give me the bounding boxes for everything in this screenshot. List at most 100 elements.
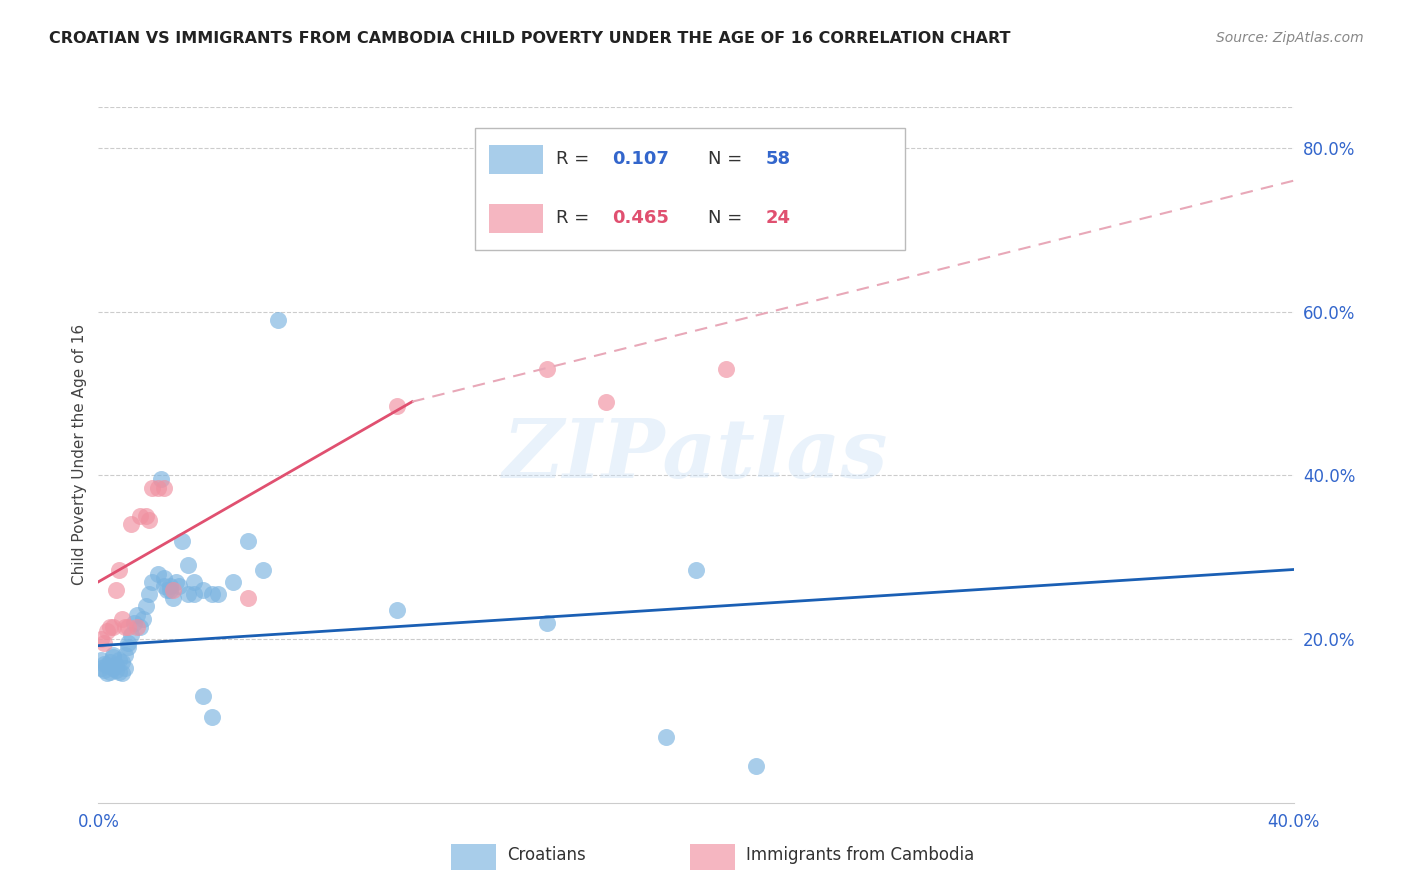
Point	[114, 661, 136, 675]
Point	[385, 399, 409, 413]
Point	[105, 582, 128, 597]
Text: R =: R =	[557, 150, 595, 169]
Point	[153, 579, 176, 593]
Text: ZIPatlas: ZIPatlas	[503, 415, 889, 495]
Point	[105, 658, 128, 673]
Point	[96, 624, 118, 638]
Point	[148, 481, 170, 495]
Point	[236, 533, 259, 548]
Point	[595, 394, 617, 409]
Point	[148, 566, 170, 581]
Point	[93, 657, 115, 671]
Point	[98, 665, 122, 679]
Point	[114, 648, 136, 663]
Point	[120, 628, 142, 642]
Point	[267, 313, 290, 327]
Point	[103, 648, 125, 663]
Point	[111, 612, 134, 626]
Point	[536, 615, 558, 630]
Point	[93, 636, 115, 650]
Point	[129, 509, 152, 524]
Point	[207, 587, 229, 601]
Point	[191, 582, 214, 597]
Point	[167, 579, 190, 593]
Bar	[690, 844, 735, 871]
Text: Croatians: Croatians	[508, 846, 586, 864]
Point	[222, 574, 245, 589]
Point	[111, 666, 134, 681]
Point	[153, 571, 176, 585]
Point	[103, 661, 125, 675]
Point	[159, 582, 181, 597]
Point	[117, 636, 139, 650]
Point	[124, 615, 146, 630]
Point	[103, 650, 125, 665]
Point	[162, 591, 184, 606]
Point	[536, 362, 558, 376]
Point	[96, 666, 118, 681]
Point	[103, 620, 125, 634]
Point	[138, 513, 160, 527]
Point	[162, 582, 184, 597]
Point	[135, 509, 157, 524]
Point	[98, 620, 122, 634]
Point	[108, 665, 131, 679]
Text: Source: ZipAtlas.com: Source: ZipAtlas.com	[1216, 31, 1364, 45]
Point	[165, 574, 187, 589]
Point	[93, 663, 115, 677]
Point	[201, 710, 224, 724]
Point	[127, 607, 149, 622]
Point	[201, 587, 224, 601]
Point	[236, 591, 259, 606]
Point	[141, 574, 163, 589]
Text: CROATIAN VS IMMIGRANTS FROM CAMBODIA CHILD POVERTY UNDER THE AGE OF 16 CORRELATI: CROATIAN VS IMMIGRANTS FROM CAMBODIA CHI…	[49, 31, 1011, 46]
Point	[90, 632, 112, 646]
Point	[90, 661, 112, 675]
Bar	[489, 145, 543, 174]
Text: R =: R =	[557, 210, 595, 227]
Point	[129, 620, 152, 634]
Point	[141, 481, 163, 495]
Point	[127, 620, 149, 634]
Point	[150, 473, 173, 487]
Text: 0.107: 0.107	[612, 150, 669, 169]
Text: Immigrants from Cambodia: Immigrants from Cambodia	[747, 846, 974, 864]
Point	[117, 640, 139, 655]
Point	[156, 582, 179, 597]
Point	[96, 658, 118, 673]
Point	[111, 655, 134, 669]
Bar	[489, 203, 543, 233]
Text: 58: 58	[765, 150, 790, 169]
Point	[183, 574, 205, 589]
Point	[108, 562, 131, 576]
Point	[120, 517, 142, 532]
Point	[153, 481, 176, 495]
Point	[117, 620, 139, 634]
Point	[714, 362, 737, 376]
Point	[385, 603, 409, 617]
Text: 0.465: 0.465	[612, 210, 669, 227]
Point	[177, 587, 200, 601]
Point	[114, 620, 136, 634]
Point	[745, 759, 768, 773]
Y-axis label: Child Poverty Under the Age of 16: Child Poverty Under the Age of 16	[72, 325, 87, 585]
Point	[105, 663, 128, 677]
Text: N =: N =	[709, 150, 748, 169]
Point	[177, 558, 200, 573]
FancyBboxPatch shape	[475, 128, 905, 250]
Point	[172, 533, 194, 548]
Point	[138, 587, 160, 601]
Point	[108, 652, 131, 666]
Point	[98, 655, 122, 669]
Bar	[451, 844, 496, 871]
Point	[252, 562, 274, 576]
Text: 24: 24	[765, 210, 790, 227]
Point	[90, 652, 112, 666]
Point	[191, 690, 214, 704]
Point	[655, 731, 678, 745]
Text: N =: N =	[709, 210, 748, 227]
Point	[132, 612, 155, 626]
Point	[685, 562, 707, 576]
Point	[135, 599, 157, 614]
Point	[159, 579, 181, 593]
